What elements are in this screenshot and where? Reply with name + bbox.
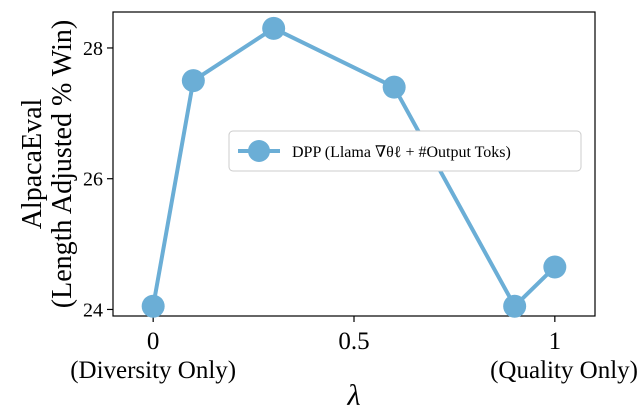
y-tick-label: 26	[83, 169, 103, 191]
series-layer	[141, 16, 567, 318]
y-tick-label: 28	[83, 38, 103, 60]
y-axis-ticks: 24 26 28	[83, 38, 113, 321]
legend-label: DPP (Llama ∇θℓ + #Output Toks)	[292, 144, 511, 161]
y-axis-title-line2: (Length Adjusted % Win)	[47, 20, 78, 308]
legend: DPP (Llama ∇θℓ + #Output Toks)	[228, 130, 582, 172]
y-axis-title-line1: AlpacaEval	[17, 98, 48, 229]
x-axis-title: λ	[347, 379, 361, 412]
x-tick-sublabel: (Diversity Only)	[70, 357, 236, 384]
x-tick-label: 1	[549, 328, 562, 355]
data-point	[181, 69, 205, 93]
data-point	[503, 294, 527, 318]
data-point	[382, 75, 406, 99]
data-point	[262, 16, 286, 40]
legend-marker-swatch	[248, 140, 270, 162]
legend-box	[228, 130, 582, 172]
y-tick-label: 24	[83, 299, 103, 321]
x-tick-label: 0.5	[338, 328, 369, 355]
data-point	[141, 294, 165, 318]
x-axis-ticks: 0(Diversity Only) 0.5 1(Quality Only)	[70, 316, 638, 384]
x-tick-label: 0	[147, 328, 160, 355]
data-point	[543, 255, 567, 279]
x-tick-sublabel: (Quality Only)	[490, 357, 638, 384]
